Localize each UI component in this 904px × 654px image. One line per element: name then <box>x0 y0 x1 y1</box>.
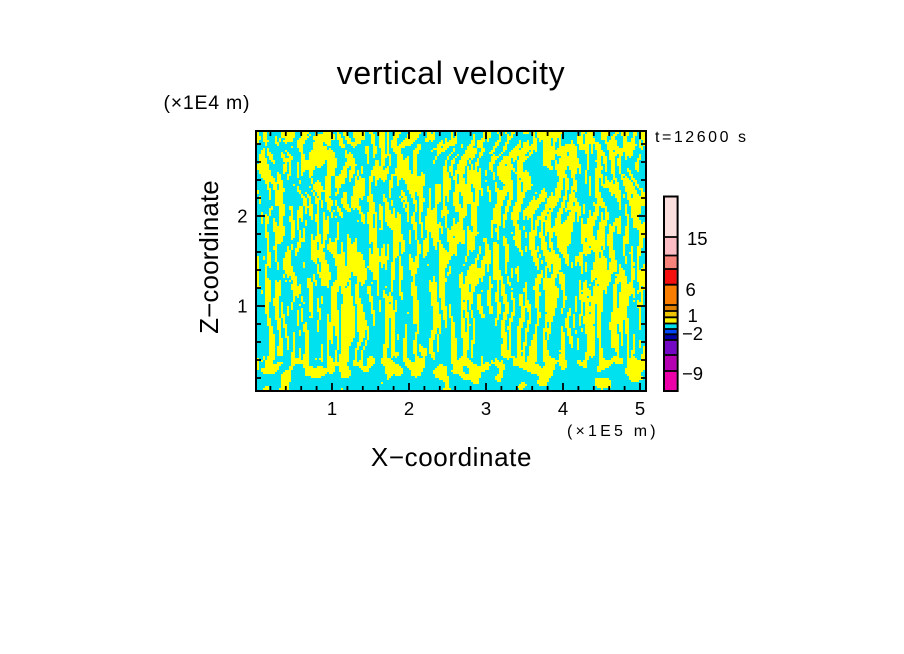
svg-text:1: 1 <box>237 296 247 317</box>
svg-text:t=12600 s: t=12600 s <box>655 129 749 146</box>
svg-text:3: 3 <box>481 398 491 419</box>
svg-text:vertical velocity: vertical velocity <box>337 55 566 91</box>
svg-text:1: 1 <box>327 398 337 419</box>
svg-text:6: 6 <box>686 279 696 300</box>
svg-text:−2: −2 <box>682 323 703 344</box>
svg-text:4: 4 <box>558 398 568 419</box>
svg-text:5: 5 <box>635 398 645 419</box>
svg-text:(×1E5 m): (×1E5 m) <box>567 423 659 440</box>
svg-text:2: 2 <box>237 206 247 227</box>
svg-text:(×1E4 m): (×1E4 m) <box>164 92 251 114</box>
svg-text:X−coordinate: X−coordinate <box>371 442 532 472</box>
svg-text:15: 15 <box>687 228 708 249</box>
svg-text:1: 1 <box>688 305 698 326</box>
svg-text:−9: −9 <box>682 363 703 384</box>
svg-text:2: 2 <box>404 398 414 419</box>
svg-text:Z−coordinate: Z−coordinate <box>194 180 224 334</box>
